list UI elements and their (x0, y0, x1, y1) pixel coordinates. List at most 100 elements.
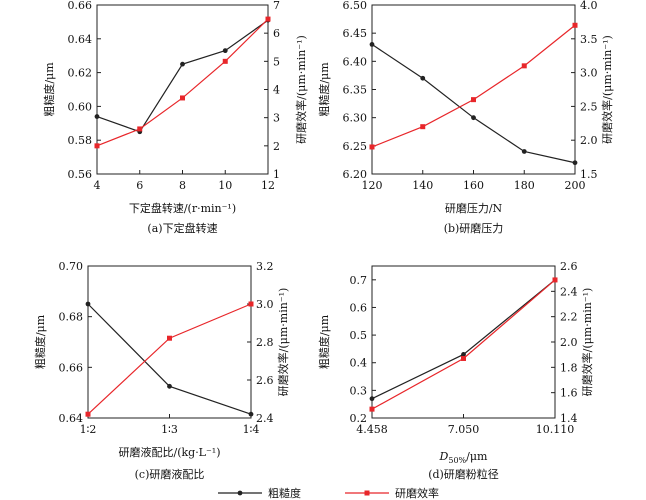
roughness-point (85, 301, 91, 307)
plot-frame (371, 4, 576, 175)
x-tick-label: 8 (179, 179, 186, 192)
y-left-tick-label: 6.35 (343, 84, 368, 97)
y-right-axis-label: 研磨效率/(μm·min⁻¹) (294, 35, 308, 144)
y-left-tick-label: 0.5 (350, 329, 368, 342)
y-left-tick-label: 0.64 (68, 33, 93, 46)
efficiency-point (552, 277, 558, 283)
y-right-axis-label: 研磨效率/(μm·min⁻¹) (276, 288, 290, 397)
efficiency-point (521, 63, 527, 69)
y-right-tick-label: 1.6 (560, 387, 578, 400)
y-left-tick-label: 0.66 (59, 361, 84, 374)
roughness-point (248, 411, 254, 417)
efficiency-point (572, 22, 578, 28)
y-left-tick-label: 0.6 (350, 301, 368, 314)
legend-label: 粗糙度 (268, 486, 301, 500)
series-line-efficiency (87, 303, 252, 415)
y-right-tick-label: 1.5 (580, 168, 598, 181)
y-right-tick-label: 4 (273, 84, 280, 97)
y-left-tick-label: 0.60 (68, 100, 93, 113)
series-line-roughness (371, 43, 576, 164)
y-right-tick-label: 2.6 (256, 374, 274, 387)
legend-label: 研磨效率 (395, 486, 439, 500)
y-right-axis-label: 研磨效率/(μm·min⁻¹) (580, 288, 594, 397)
x-axis-label: 研磨液配比/(kg·L⁻¹) (118, 445, 220, 459)
y-left-tick-label: 0.66 (68, 0, 93, 12)
panel-caption: (c)研磨液配比 (135, 467, 205, 481)
legend: 粗糙度 研磨效率 (218, 486, 439, 500)
x-tick-label: 180 (514, 179, 535, 192)
x-axis-label: 研磨压力/N (445, 202, 503, 215)
y-left-tick-label: 0.56 (68, 168, 93, 181)
efficiency-point (248, 301, 254, 307)
roughness-point (521, 149, 527, 154)
y-left-tick-label: 0.64 (59, 412, 84, 425)
plot-frame (87, 265, 252, 419)
y-right-tick-label: 1 (273, 168, 280, 181)
x-tick-label: 1∶2 (80, 423, 97, 436)
x-tick-label: 10.110 (536, 423, 575, 436)
legend-marker (237, 490, 243, 496)
y-left-tick-label: 0.70 (59, 260, 84, 273)
y-right-tick-label: 2.4 (256, 412, 274, 425)
roughness-point (461, 352, 466, 357)
series-line-roughness (96, 19, 269, 133)
roughness-point (369, 42, 375, 47)
efficiency-point (222, 58, 228, 64)
x-tick-label: 6 (136, 179, 143, 192)
roughness-point (167, 383, 172, 389)
y-left-tick-label: 0.62 (68, 67, 93, 80)
y-right-tick-label: 4.0 (580, 0, 598, 12)
x-tick-label: 200 (565, 179, 586, 192)
x-tick-label: 12 (261, 179, 275, 192)
y-right-tick-label: 2.0 (560, 336, 578, 349)
x-axis-label: D50%/μm (439, 450, 488, 465)
y-right-tick-label: 1.8 (560, 361, 578, 374)
y-right-axis-label: 研磨效率/(μm·min⁻¹) (600, 35, 614, 144)
chart-panel-0: 4 6 8 10 120.560.580.600.620.640.661234567粗糙… (42, 0, 308, 235)
y-left-tick-label: 0.58 (68, 134, 93, 147)
plot-frame (96, 4, 269, 175)
y-left-tick-label: 6.30 (343, 112, 368, 125)
y-left-axis-label: 粗糙度/μm (317, 314, 331, 369)
roughness-point (180, 61, 185, 67)
y-left-tick-label: 6.20 (343, 168, 368, 181)
y-left-tick-label: 0.2 (350, 412, 368, 425)
y-right-tick-label: 3.2 (256, 260, 274, 273)
x-tick-label: 10 (218, 179, 232, 192)
roughness-point (471, 115, 476, 121)
panel-caption: (d)研磨粉粒径 (428, 467, 499, 481)
y-left-tick-label: 6.25 (343, 140, 368, 153)
chart-panel-3: 4.458 7.050 10.110 0.2 0.3 0.4 0.5 0.6 0.7 1.4 1.6… (317, 260, 594, 481)
efficiency-point (265, 16, 271, 22)
x-tick-label: 160 (463, 179, 484, 192)
y-right-tick-label: 2.0 (580, 134, 598, 147)
x-tick-label: 4.458 (356, 423, 388, 436)
efficiency-point (461, 355, 466, 361)
y-right-tick-label: 2.6 (560, 260, 578, 273)
y-left-axis-label: 粗糙度/μm (317, 62, 331, 117)
roughness-point (420, 75, 426, 81)
y-right-tick-label: 2.4 (560, 285, 578, 298)
x-tick-label: 7.050 (448, 423, 480, 436)
y-left-tick-label: 6.45 (343, 27, 368, 40)
y-left-tick-label: 0.68 (59, 311, 84, 324)
y-right-tick-label: 3.0 (256, 298, 274, 311)
series-line-efficiency (371, 24, 576, 148)
roughness-point (94, 114, 100, 119)
y-left-tick-label: 6.50 (343, 0, 368, 12)
y-right-tick-label: 2.5 (580, 100, 598, 113)
efficiency-point (167, 335, 172, 341)
x-tick-label: 1∶4 (243, 423, 260, 436)
y-right-tick-label: 3.0 (580, 67, 598, 80)
chart-panel-2: 1∶2 1∶3 1∶4 0.64 0.66 0.68 0.70 2.4 2.6 2.8 3.0 3.2… (33, 260, 290, 481)
series-line-roughness (87, 303, 252, 415)
y-right-tick-label: 3.5 (580, 33, 598, 46)
chart-panel-1: 120 140 160 180 200 6.20 6.25 6.30 6.35 6.40 6.45 6… (317, 0, 614, 235)
y-left-tick-label: 6.40 (343, 55, 368, 68)
efficiency-point (94, 143, 100, 149)
efficiency-point (471, 97, 476, 103)
legend-marker (364, 490, 370, 496)
efficiency-point (369, 144, 375, 150)
efficiency-point (420, 124, 426, 130)
